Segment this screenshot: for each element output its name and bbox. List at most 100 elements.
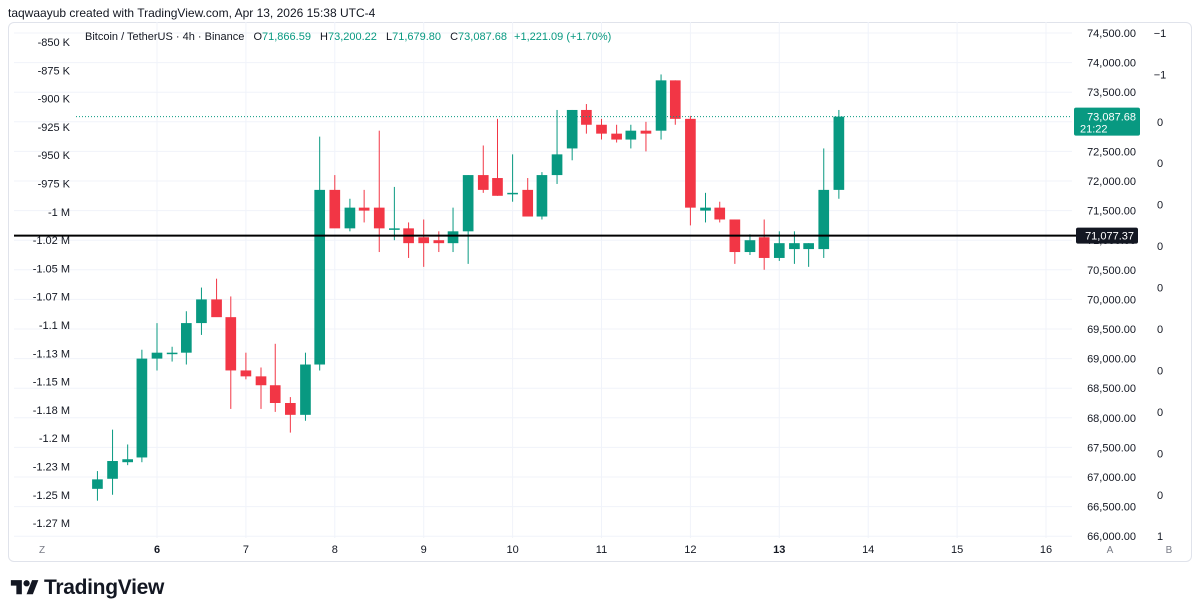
- far-right-tick-label: 0: [1157, 407, 1163, 419]
- left-tick-label: -1.02 M: [33, 235, 70, 247]
- left-tick-label: -1.05 M: [33, 263, 70, 275]
- price-tick-label: 71,500.00: [1087, 206, 1136, 218]
- candle-body: [92, 479, 103, 489]
- price-tick-label: 70,500.00: [1087, 265, 1136, 277]
- candle-body: [818, 189, 830, 250]
- time-tick-label: 7: [243, 544, 249, 556]
- far-right-tick-label: −1: [1154, 69, 1167, 81]
- b-button[interactable]: B: [1166, 545, 1173, 556]
- price-tick-label: 74,500.00: [1087, 28, 1136, 40]
- brand-name: TradingView: [44, 576, 165, 599]
- left-axis: -850 K -875 K -900 K -925 K -950 K -975 K -1 M…: [33, 37, 71, 530]
- candle-body: [122, 459, 133, 463]
- candle-body: [789, 243, 800, 250]
- candle-body: [433, 240, 445, 244]
- candle-body: [151, 352, 163, 359]
- change-value: +1,221.09 (+1.70%): [514, 31, 612, 43]
- time-tick-label: 12: [684, 544, 696, 556]
- candle-body: [714, 207, 726, 220]
- candle-body: [418, 237, 430, 244]
- z-button[interactable]: Z: [39, 545, 45, 556]
- time-tick-label: 8: [332, 544, 338, 556]
- price-tick-label: 67,500.00: [1087, 442, 1136, 454]
- candle-body: [803, 243, 814, 250]
- left-tick-label: -875 K: [38, 65, 71, 77]
- candle-body: [225, 317, 237, 371]
- time-tick-label: 15: [951, 544, 963, 556]
- candle-body: [625, 130, 637, 140]
- candle-body: [329, 189, 341, 229]
- brand[interactable]: TradingView: [10, 576, 164, 600]
- time-tick-label: 10: [506, 544, 518, 556]
- candle-body: [181, 323, 192, 353]
- far-right-tick-label: 0: [1157, 200, 1163, 212]
- candle-body: [285, 403, 296, 415]
- candle-body: [551, 154, 563, 176]
- far-right-tick-label: 1: [1157, 531, 1163, 543]
- low-value: 71,679.80: [392, 31, 442, 43]
- candle-body: [344, 207, 356, 229]
- price-axis[interactable]: 74,500.0074,000.0073,500.0073,000.0072,5…: [1087, 28, 1136, 543]
- far-right-tick-label: 0: [1157, 448, 1163, 460]
- candle-body: [833, 116, 845, 190]
- tradingview-logo-icon: [10, 580, 39, 595]
- last-price-label: 73,087.68: [1087, 112, 1136, 124]
- candle-body: [269, 385, 281, 403]
- countdown-label: 21:22: [1080, 124, 1108, 136]
- candle-body: [744, 240, 756, 253]
- candle-body: [669, 80, 681, 119]
- candle-body: [596, 124, 607, 134]
- time-tick-label: 14: [862, 544, 874, 556]
- price-tick-label: 66,500.00: [1087, 502, 1136, 514]
- left-tick-label: -950 K: [38, 150, 71, 162]
- left-tick-label: -1.23 M: [33, 462, 70, 474]
- price-tick-label: 72,500.00: [1087, 146, 1136, 158]
- price-tick-label: 73,500.00: [1087, 87, 1136, 99]
- left-tick-label: -1.18 M: [33, 405, 70, 417]
- candle-body: [566, 109, 578, 149]
- left-tick-label: -1.07 M: [33, 292, 70, 304]
- chart-canvas[interactable]: -850 K -875 K -900 K -925 K -950 K -975 K -1 M…: [0, 0, 1200, 570]
- auto-scale-button[interactable]: A: [1107, 545, 1114, 556]
- high-label: H: [320, 31, 328, 43]
- close-label: C: [450, 31, 459, 43]
- symbol-label[interactable]: Bitcoin / TetherUS · 4h · Binance: [85, 31, 245, 43]
- candle-body: [358, 207, 370, 211]
- low-label: L: [385, 31, 393, 43]
- time-axis[interactable]: 6 7 8 9 10 11 12 13 14 15 16: [154, 544, 1052, 556]
- left-tick-label: -1.27 M: [33, 518, 70, 530]
- time-tick-label: 11: [596, 544, 607, 556]
- price-tick-label: 70,000.00: [1087, 294, 1136, 306]
- left-tick-label: -850 K: [38, 37, 71, 49]
- candle-body: [700, 207, 711, 211]
- time-tick-label: 6: [154, 544, 160, 556]
- chart-frame: [8, 22, 1192, 562]
- candle-body: [314, 189, 326, 365]
- far-right-tick-label: 0: [1157, 365, 1163, 377]
- left-tick-label: -925 K: [38, 122, 71, 134]
- candle-body: [373, 207, 385, 229]
- candle-body: [773, 243, 785, 258]
- candle-body: [758, 237, 770, 258]
- left-tick-label: -1.13 M: [33, 348, 70, 360]
- candle-body: [136, 358, 148, 458]
- candles: [92, 74, 845, 501]
- far-right-tick-label: 0: [1157, 158, 1163, 170]
- far-right-tick-label: −1: [1154, 28, 1167, 40]
- candle-body: [477, 175, 489, 190]
- candle-body: [300, 364, 311, 415]
- candle-body: [240, 370, 252, 377]
- time-tick-label: 9: [421, 544, 427, 556]
- high-value: 73,200.22: [327, 31, 377, 43]
- candle-body: [581, 109, 592, 125]
- far-right-tick-label: 0: [1157, 324, 1163, 336]
- ohlc-legend: Bitcoin / TetherUS · 4h · Binance O71,86…: [85, 31, 611, 43]
- far-right-tick-label: 0: [1157, 283, 1163, 295]
- price-tick-label: 69,500.00: [1087, 324, 1136, 336]
- candle-body: [107, 461, 118, 479]
- price-tick-label: 72,000.00: [1087, 176, 1136, 188]
- left-tick-label: -1 M: [48, 207, 70, 219]
- price-tick-label: 74,000.00: [1087, 58, 1136, 70]
